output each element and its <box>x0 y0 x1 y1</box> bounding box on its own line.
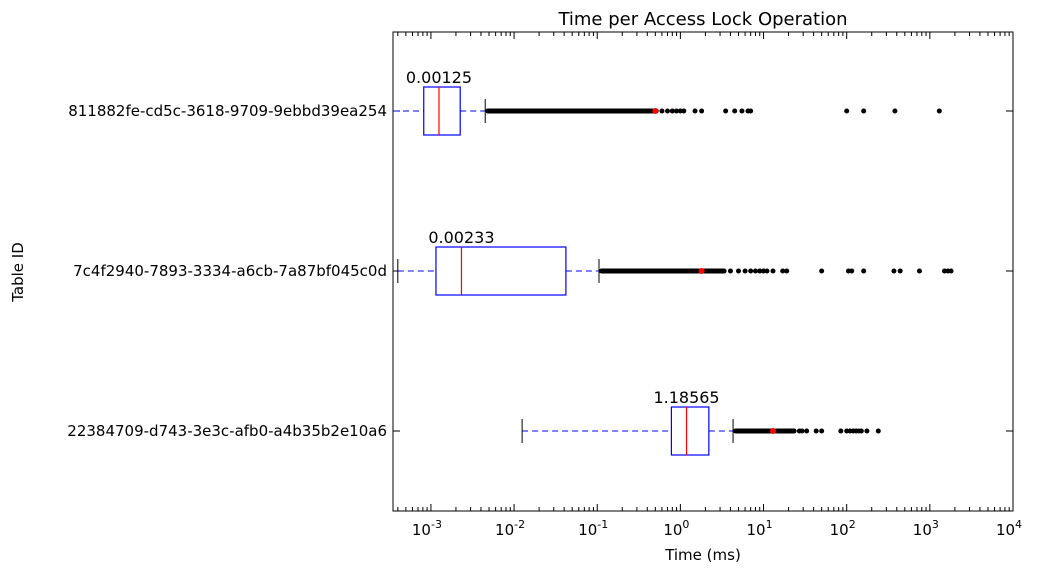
flier-point <box>838 428 844 434</box>
iqr-box <box>435 246 567 296</box>
x-tick-label-exponent: 2 <box>849 518 856 531</box>
flier-point <box>764 268 770 274</box>
flier-point <box>941 268 947 274</box>
x-tick-label-exponent: -3 <box>431 518 442 531</box>
x-tick-label-exponent: -2 <box>514 518 525 531</box>
flier-point <box>892 108 898 114</box>
flier-point <box>849 268 855 274</box>
mean-marker <box>770 428 777 434</box>
flier-point <box>761 268 767 274</box>
flier-point <box>784 268 790 274</box>
box-group: 7c4f2940-7893-3334-a6cb-7a87bf045c0d 0.00… <box>73 228 1013 296</box>
x-tick-label: 10-3 <box>412 518 442 539</box>
flier-band <box>733 428 797 434</box>
flier-point <box>770 268 776 274</box>
box-group: 22384709-d743-3e3c-afb0-a4b35b2e10a6 1.18… <box>67 388 1013 456</box>
plot-frame <box>392 31 1014 512</box>
x-tick-label-base: 10 <box>495 521 514 539</box>
flier-point <box>819 268 825 274</box>
x-tick-label-exponent: -1 <box>597 518 608 531</box>
mean-marker <box>698 268 705 274</box>
iqr-box <box>670 406 710 456</box>
box-group: 811882fe-cd5c-3618-9709-9ebbd39ea254 0.00… <box>68 68 1013 136</box>
flier-point <box>752 268 758 274</box>
x-tick-label: 102 <box>830 518 856 539</box>
flier-point <box>742 268 748 274</box>
flier-point <box>748 268 754 274</box>
flier-point <box>799 428 805 434</box>
chart-title: Time per Access Lock Operation <box>557 9 847 30</box>
x-tick-label-exponent: 3 <box>932 518 939 531</box>
x-tick-label-base: 10 <box>830 521 849 539</box>
flier-point <box>780 268 786 274</box>
median-label: 1.18565 <box>653 388 719 407</box>
flier-point <box>858 428 864 434</box>
flier-point <box>692 108 698 114</box>
x-tick-label: 101 <box>746 518 772 539</box>
flier-point <box>727 268 733 274</box>
flier-point <box>757 268 763 274</box>
mean-marker <box>652 108 659 114</box>
x-tick-label-base: 10 <box>578 521 597 539</box>
flier-point <box>875 428 881 434</box>
x-tick-label-exponent: 1 <box>766 518 773 531</box>
flier-point <box>864 428 870 434</box>
x-tick-label: 104 <box>996 518 1022 539</box>
flier-point <box>699 108 705 114</box>
median-label: 0.00125 <box>406 68 472 87</box>
flier-point <box>664 108 670 114</box>
x-tick-label: 10-2 <box>495 518 525 539</box>
flier-point <box>681 108 687 114</box>
x-axis-label: Time (ms) <box>664 546 741 564</box>
flier-point <box>948 268 954 274</box>
median-label: 0.00233 <box>428 228 494 247</box>
x-tick-label: 100 <box>663 518 689 539</box>
flier-band <box>598 268 727 274</box>
flier-point <box>732 108 738 114</box>
flier-point <box>813 428 819 434</box>
x-tick-label-base: 10 <box>996 521 1015 539</box>
y-tick-label: 7c4f2940-7893-3334-a6cb-7a87bf045c0d <box>73 262 387 280</box>
flier-point <box>659 108 665 114</box>
y-tick-label: 22384709-d743-3e3c-afb0-a4b35b2e10a6 <box>67 422 387 440</box>
x-tick-label: 10-1 <box>578 518 608 539</box>
flier-point <box>669 108 675 114</box>
flier-point <box>677 108 683 114</box>
flier-point <box>861 268 867 274</box>
flier-point <box>936 108 942 114</box>
x-tick-label-base: 10 <box>746 521 765 539</box>
x-tick-label-base: 10 <box>663 521 682 539</box>
flier-point <box>748 108 754 114</box>
x-tick-label-base: 10 <box>913 521 932 539</box>
plot-area: 10-3 10-2 10-1 100 101 102 103 104811882fe-cd5c… <box>67 32 1022 539</box>
y-axis-label: Table ID <box>9 242 27 303</box>
flier-point <box>861 108 867 114</box>
flier-point <box>844 428 850 434</box>
flier-point <box>723 108 729 114</box>
x-tick-label-exponent: 0 <box>682 518 689 531</box>
flier-point <box>891 268 897 274</box>
iqr-box <box>423 86 461 136</box>
flier-point <box>819 428 825 434</box>
x-tick-label-base: 10 <box>412 521 431 539</box>
flier-point <box>736 268 742 274</box>
flier-point <box>674 108 680 114</box>
flier-point <box>739 108 745 114</box>
flier-band <box>485 108 659 114</box>
flier-point <box>844 108 850 114</box>
flier-point <box>804 428 810 434</box>
y-tick-label: 811882fe-cd5c-3618-9709-9ebbd39ea254 <box>68 102 387 120</box>
flier-point <box>916 268 922 274</box>
x-tick-label: 103 <box>913 518 939 539</box>
flier-point <box>897 268 903 274</box>
x-tick-label-exponent: 4 <box>1015 518 1022 531</box>
